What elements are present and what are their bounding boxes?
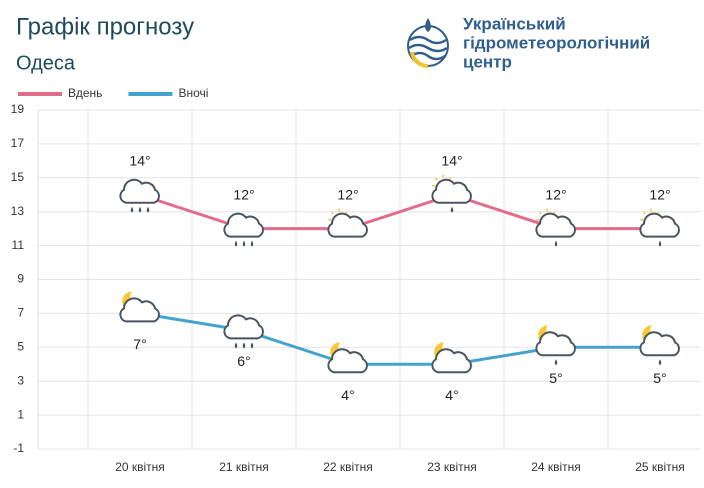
value-label: 12° <box>233 186 254 202</box>
rain-drop <box>250 240 254 247</box>
cloud <box>431 348 472 374</box>
y-tick-label: 15 <box>11 170 25 184</box>
x-tick-label: 23 квітня <box>427 460 477 474</box>
weather-icon <box>431 174 472 213</box>
logo-icon <box>407 18 449 69</box>
rain-drop <box>450 206 454 213</box>
weather-icon <box>535 325 576 366</box>
y-tick-label: 11 <box>12 238 25 252</box>
cloud <box>327 348 368 374</box>
y-tick-label: -1 <box>13 441 24 455</box>
cloud <box>119 178 160 204</box>
value-label: 6° <box>237 353 250 369</box>
logo-text: Український <box>463 14 566 33</box>
cloud <box>639 331 680 357</box>
chart-subtitle: Одеса <box>16 52 76 74</box>
weather-icon <box>119 291 160 323</box>
weather-icon <box>639 208 680 247</box>
weather-icon <box>431 342 472 374</box>
cloud <box>431 178 472 204</box>
chart-title: Графік прогнозу <box>16 13 194 40</box>
value-label: 4° <box>341 387 354 403</box>
rain-drop <box>242 342 246 349</box>
value-label: 14° <box>441 152 462 168</box>
sun-ray <box>642 211 646 215</box>
x-tick-label: 21 квітня <box>219 460 269 474</box>
x-tick-label: 25 квітня <box>635 460 685 474</box>
y-tick-label: 3 <box>17 373 24 387</box>
cloud <box>223 212 264 238</box>
rain-drop <box>130 206 134 213</box>
logo-text: центр <box>463 52 512 71</box>
legend-label: Вдень <box>68 86 102 100</box>
weather-icon <box>119 178 160 213</box>
rain-drop <box>146 206 150 213</box>
rain-drop <box>250 342 254 349</box>
rain-drop <box>554 359 558 366</box>
sun-ray <box>330 211 334 215</box>
y-tick-label: 19 <box>11 102 25 116</box>
x-tick-label: 20 квітня <box>115 460 165 474</box>
rain-drop <box>658 240 662 247</box>
value-label: 12° <box>649 186 670 202</box>
sun-ray <box>434 177 438 181</box>
value-label: 7° <box>133 336 146 352</box>
logo-text: гідрометеорологічний <box>463 33 650 52</box>
x-tick-label: 22 квітня <box>323 460 373 474</box>
value-label: 4° <box>445 387 458 403</box>
rain-drop <box>234 240 238 247</box>
value-label: 14° <box>129 152 150 168</box>
cloud <box>535 331 576 357</box>
y-tick-label: 7 <box>17 306 24 320</box>
weather-icon <box>223 314 264 349</box>
weather-icon <box>639 325 680 366</box>
legend-label: Вночі <box>178 86 208 100</box>
rain-drop <box>138 206 142 213</box>
y-tick-label: 1 <box>17 407 24 421</box>
y-tick-label: 17 <box>11 136 25 150</box>
value-label: 12° <box>337 186 358 202</box>
weather-icon <box>327 342 368 374</box>
value-label: 12° <box>545 186 566 202</box>
value-label: 5° <box>549 370 562 386</box>
weather-icon <box>223 212 264 247</box>
value-label: 5° <box>653 370 666 386</box>
cloud <box>327 212 368 238</box>
x-tick-label: 24 квітня <box>531 460 581 474</box>
weather-icon <box>535 208 576 247</box>
y-tick-label: 5 <box>17 339 24 353</box>
cloud <box>223 314 264 340</box>
rain-drop <box>242 240 246 247</box>
cloud <box>119 297 160 323</box>
y-tick-label: 13 <box>11 204 25 218</box>
cloud <box>535 212 576 238</box>
sun-ray <box>538 211 542 215</box>
rain-drop <box>234 342 238 349</box>
rain-drop <box>658 359 662 366</box>
weather-icon <box>327 208 368 238</box>
y-tick-label: 9 <box>17 272 24 286</box>
rain-drop <box>554 240 558 247</box>
cloud <box>639 212 680 238</box>
